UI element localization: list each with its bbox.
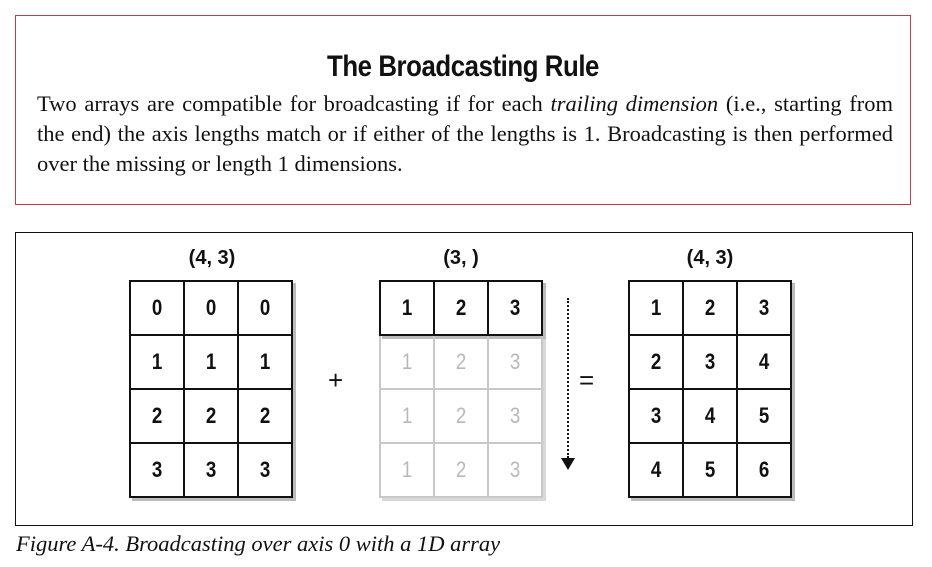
result-array-cell: 1 — [630, 282, 684, 336]
result-array-cell: 3 — [684, 336, 738, 390]
result-array-cell-value: 5 — [758, 403, 770, 428]
left-array-cell-value: 1 — [259, 349, 271, 374]
left-array-cell-value: 3 — [259, 457, 271, 482]
result-array-cell: 5 — [738, 390, 792, 444]
plus-operator: + — [328, 365, 344, 395]
left-array-cell: 2 — [131, 390, 185, 444]
equals-operator: = — [579, 365, 595, 395]
left-array-cell: 3 — [131, 444, 185, 498]
rule-title: The Broadcasting Rule — [327, 50, 599, 83]
left-array-cell: 3 — [185, 444, 239, 498]
rule-text-part-2: (i.e., starting from the end) the axis l… — [37, 91, 893, 176]
rule-text: Two arrays are compatible for broadcasti… — [37, 89, 893, 179]
result-array-cell-value: 3 — [758, 295, 770, 320]
result-array-cell-value: 4 — [704, 403, 716, 428]
middle-array-cell-value: 3 — [509, 295, 521, 320]
broadcast-ghost-cell: 3 — [489, 336, 543, 390]
left-array-cell-value: 0 — [259, 295, 271, 320]
broadcast-ghost-cell-value: 3 — [509, 457, 521, 482]
left-array-cell-value: 3 — [151, 457, 163, 482]
left-array-cell-value: 2 — [205, 403, 217, 428]
left-array-cell-value: 2 — [259, 403, 271, 428]
left-array-cell-value: 1 — [151, 349, 163, 374]
arrow-down-icon — [561, 458, 575, 470]
result-array-cell-value: 5 — [704, 457, 716, 482]
result-array-cell: 6 — [738, 444, 792, 498]
broadcast-ghost-cell-value: 1 — [401, 457, 413, 482]
broadcast-ghost-cell: 1 — [381, 390, 435, 444]
middle-array-cell: 1 — [381, 282, 435, 336]
broadcast-ghost-cell-value: 2 — [455, 349, 467, 374]
broadcast-ghost-cell: 2 — [435, 390, 489, 444]
left-array-shape-label: (4, 3) — [188, 247, 236, 269]
broadcast-ghost-cell-value: 2 — [455, 403, 467, 428]
broadcast-ghost-cell-value: 3 — [509, 349, 521, 374]
result-array-cell-value: 1 — [650, 295, 662, 320]
left-array-grid: 0 0 0 1 1 1 2 2 2 3 3 3 — [129, 280, 293, 498]
left-array-cell-value: 0 — [151, 295, 163, 320]
broadcast-ghost-cell: 1 — [381, 336, 435, 390]
result-array-cell: 2 — [684, 282, 738, 336]
middle-array-cell: 3 — [489, 282, 543, 336]
broadcast-ghost-cell-value: 2 — [455, 457, 467, 482]
left-array-cell-value: 1 — [205, 349, 217, 374]
result-array-cell-value: 6 — [758, 457, 770, 482]
broadcast-ghost-cell-value: 1 — [401, 349, 413, 374]
left-array-cell: 3 — [239, 444, 293, 498]
rule-text-part-1: Two arrays are compatible for broadcasti… — [37, 91, 551, 116]
middle-array-shape-label: (3, ) — [443, 247, 479, 269]
result-array-cell-value: 3 — [650, 403, 662, 428]
left-array-cell-value: 2 — [151, 403, 163, 428]
broadcast-ghost-cell: 1 — [381, 444, 435, 498]
result-array-cell: 2 — [630, 336, 684, 390]
left-array-cell: 0 — [239, 282, 293, 336]
result-array-shape-label: (4, 3) — [686, 247, 734, 269]
broadcasting-rule-box: The Broadcasting Rule Two arrays are com… — [15, 15, 911, 205]
left-array-cell-value: 3 — [205, 457, 217, 482]
result-array-cell-value: 2 — [650, 349, 662, 374]
left-array-cell: 0 — [131, 282, 185, 336]
figure-frame — [15, 232, 913, 526]
result-array-cell: 3 — [738, 282, 792, 336]
broadcast-ghost-cell-value: 3 — [509, 403, 521, 428]
figure-caption: Figure A-4. Broadcasting over axis 0 wit… — [16, 531, 501, 556]
left-array-cell: 1 — [131, 336, 185, 390]
broadcast-ghost-grid: 1 2 3 1 2 3 1 2 3 — [379, 336, 543, 498]
middle-array-grid: 1 2 3 — [379, 280, 543, 336]
result-array-cell-value: 3 — [704, 349, 716, 374]
broadcast-ghost-cell: 2 — [435, 444, 489, 498]
result-array-grid: 1 2 3 2 3 4 3 4 5 4 5 6 — [628, 280, 792, 498]
result-array-cell-value: 2 — [704, 295, 716, 320]
result-array-cell: 5 — [684, 444, 738, 498]
middle-array-cell-value: 2 — [455, 295, 467, 320]
broadcast-ghost-cell-value: 1 — [401, 403, 413, 428]
middle-array-cell-value: 1 — [401, 295, 413, 320]
broadcast-axis-arrow — [567, 298, 569, 458]
left-array-cell: 0 — [185, 282, 239, 336]
result-array-cell-value: 4 — [758, 349, 770, 374]
rule-text-emphasis: trailing dimension — [550, 91, 719, 116]
left-array-cell: 1 — [239, 336, 293, 390]
left-array-cell: 2 — [239, 390, 293, 444]
result-array-cell: 3 — [630, 390, 684, 444]
broadcast-ghost-cell: 3 — [489, 390, 543, 444]
result-array-cell: 4 — [630, 444, 684, 498]
result-array-cell: 4 — [684, 390, 738, 444]
left-array-cell-value: 0 — [205, 295, 217, 320]
result-array-cell: 4 — [738, 336, 792, 390]
broadcast-ghost-cell: 2 — [435, 336, 489, 390]
middle-array-cell: 2 — [435, 282, 489, 336]
result-array-cell-value: 4 — [650, 457, 662, 482]
left-array-cell: 1 — [185, 336, 239, 390]
broadcast-ghost-cell: 3 — [489, 444, 543, 498]
left-array-cell: 2 — [185, 390, 239, 444]
